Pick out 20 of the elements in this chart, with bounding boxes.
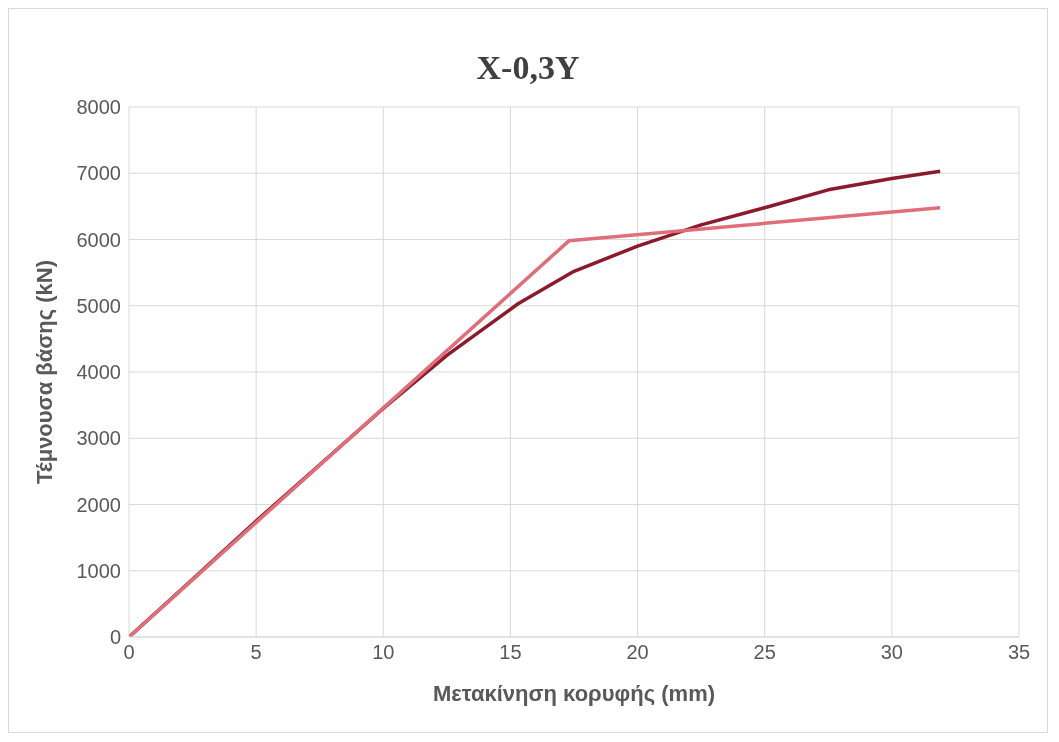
y-tick-label: 4000 bbox=[76, 361, 121, 384]
y-tick-label: 3000 bbox=[76, 427, 121, 450]
x-tick-label: 30 bbox=[880, 641, 903, 664]
y-tick-label: 5000 bbox=[76, 294, 121, 317]
x-tick-label: 5 bbox=[250, 641, 262, 664]
y-tick-label: 6000 bbox=[76, 228, 121, 251]
x-tick-label: 0 bbox=[123, 641, 135, 664]
y-axis-title: Τέμνουσα βάσης (kN) bbox=[31, 259, 57, 485]
x-tick-label: 35 bbox=[1007, 641, 1031, 664]
y-tick-label: 7000 bbox=[76, 162, 121, 185]
x-axis-title: Μετακίνηση κορυφής (mm) bbox=[432, 680, 716, 706]
x-tick-label: 25 bbox=[753, 641, 776, 664]
y-tick-label: 0 bbox=[109, 626, 121, 649]
x-tick-label: 15 bbox=[499, 641, 522, 664]
y-tick-label: 8000 bbox=[76, 96, 121, 119]
chart-title: X-0,3Y bbox=[475, 49, 581, 87]
y-tick-label: 1000 bbox=[76, 559, 121, 582]
x-tick-label: 10 bbox=[372, 641, 395, 664]
y-tick-label: 2000 bbox=[76, 493, 121, 516]
x-tick-label: 20 bbox=[626, 641, 649, 664]
